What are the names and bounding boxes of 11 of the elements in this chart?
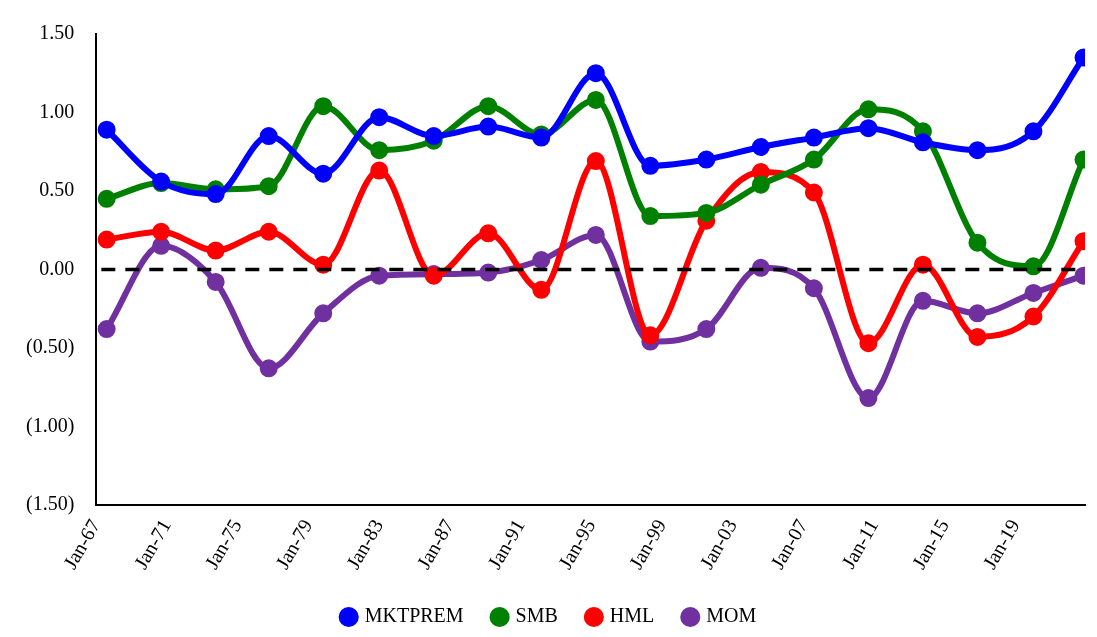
legend-label: SMB	[515, 604, 558, 627]
y-tick-label: 1.00	[39, 99, 75, 122]
y-tick-label: 0.00	[39, 256, 75, 279]
y-tick-label: 0.50	[39, 178, 75, 201]
legend-label: HML	[609, 604, 655, 627]
legend-label: MOM	[706, 604, 757, 627]
y-tick-label: (1.00)	[25, 413, 75, 437]
y-tick-label: (1.50)	[25, 492, 75, 516]
legend-label: MKTPREM	[364, 604, 464, 627]
y-tick-label: 1.50	[39, 21, 75, 44]
y-tick-label: (0.50)	[25, 335, 75, 359]
